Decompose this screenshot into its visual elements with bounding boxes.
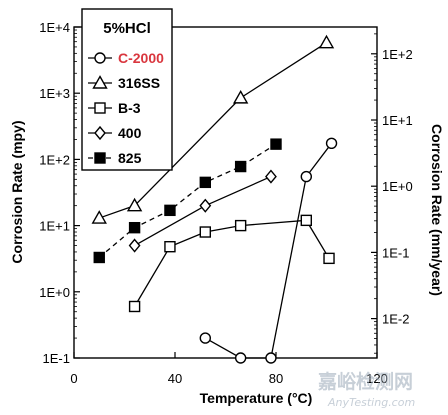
data-point-400 — [199, 198, 212, 213]
legend-label: 400 — [118, 125, 142, 141]
data-point-c-2000 — [234, 352, 247, 364]
data-point-c-2000 — [199, 332, 212, 344]
legend-marker — [94, 52, 106, 64]
legend-marker — [92, 75, 108, 89]
legend-label: 825 — [118, 150, 142, 166]
series-825 — [93, 138, 282, 264]
y-tick-label: 1E+2 — [39, 152, 70, 167]
watermark: 嘉峪检测网 AnyTesting.com — [317, 370, 415, 409]
y2-tick-label: 1E+0 — [382, 179, 413, 194]
data-point-400 — [265, 169, 277, 184]
data-point-400 — [128, 238, 141, 253]
legend-title: 5%HCl — [103, 20, 151, 37]
data-point-316ss — [318, 34, 335, 49]
data-point-b-3 — [199, 226, 212, 238]
data-point-316ss — [126, 197, 143, 212]
data-point-b-3 — [164, 241, 176, 253]
x-axis-label: Temperature (°C) — [200, 390, 313, 406]
legend-box — [81, 8, 173, 171]
data-point-825 — [93, 251, 105, 264]
legend-entry-400: 400 — [88, 125, 142, 141]
data-point-825 — [270, 138, 282, 150]
y-axis-label: Corrosion Rate (mpy) — [9, 120, 25, 263]
series-line-316ss — [99, 42, 327, 219]
data-point-b-3 — [323, 252, 335, 265]
series-line-b-3 — [134, 219, 330, 307]
legend-entry-b-3: B-3 — [88, 100, 141, 116]
legend-label: B-3 — [118, 100, 141, 116]
data-point-b-3 — [128, 300, 141, 313]
data-point-c-2000 — [265, 352, 277, 364]
series-c-2000 — [199, 137, 338, 364]
y-tick-label: 1E+4 — [39, 20, 70, 35]
legend-entry-825: 825 — [88, 150, 142, 166]
x-tick-label: 80 — [269, 371, 283, 386]
legend-entry-316ss: 316SS — [88, 75, 160, 91]
legend-marker — [94, 125, 106, 141]
x-tick-label: 40 — [168, 371, 182, 386]
y-tick-label: 1E+0 — [39, 285, 70, 300]
legend-label: 316SS — [118, 75, 160, 91]
ticks-layer: 0 40 80 120 1E-1 1E+0 1E+1 1E+2 1E+3 1E+4 1E-2 1E-1… — [39, 20, 412, 386]
series-b-3 — [128, 214, 335, 313]
y2-tick-label: 1E-2 — [382, 312, 409, 327]
y2-axis-label: Corrosion Rate (mm/year) — [429, 124, 445, 296]
data-point-b-3 — [234, 219, 247, 232]
x-tick-label: 120 — [366, 371, 388, 386]
data-point-825 — [128, 221, 141, 234]
y-tick-label: 1E-1 — [43, 351, 70, 366]
y2-tick-label: 1E-1 — [382, 245, 409, 260]
legend-label: C-2000 — [118, 50, 164, 66]
y-tick-label: 1E+3 — [39, 86, 70, 101]
data-point-825 — [199, 176, 212, 189]
y2-tick-label: 1E+1 — [382, 113, 413, 128]
series-line-825 — [98, 143, 277, 258]
series-400 — [128, 169, 277, 253]
watermark-text: 嘉峪检测网 — [317, 370, 413, 393]
data-point-c-2000 — [325, 137, 338, 150]
data-point-316ss — [232, 89, 249, 104]
legend: 5%HCl C-2000 316SS B-3 400 825 — [81, 8, 173, 171]
series-316ss — [91, 34, 335, 224]
data-point-825 — [164, 204, 176, 217]
y2-tick-label: 1E+2 — [382, 47, 413, 62]
legend-marker — [94, 152, 106, 164]
data-point-316ss — [91, 210, 107, 224]
y-tick-label: 1E+1 — [39, 219, 70, 234]
legend-entry-c-2000: C-2000 — [88, 50, 164, 66]
x-tick-label: 0 — [70, 371, 77, 386]
data-point-c-2000 — [300, 170, 312, 183]
watermark-subtext: AnyTesting.com — [327, 396, 415, 409]
series-layer — [91, 34, 338, 364]
legend-marker — [94, 102, 106, 114]
data-point-825 — [234, 160, 247, 173]
data-point-b-3 — [300, 214, 312, 227]
